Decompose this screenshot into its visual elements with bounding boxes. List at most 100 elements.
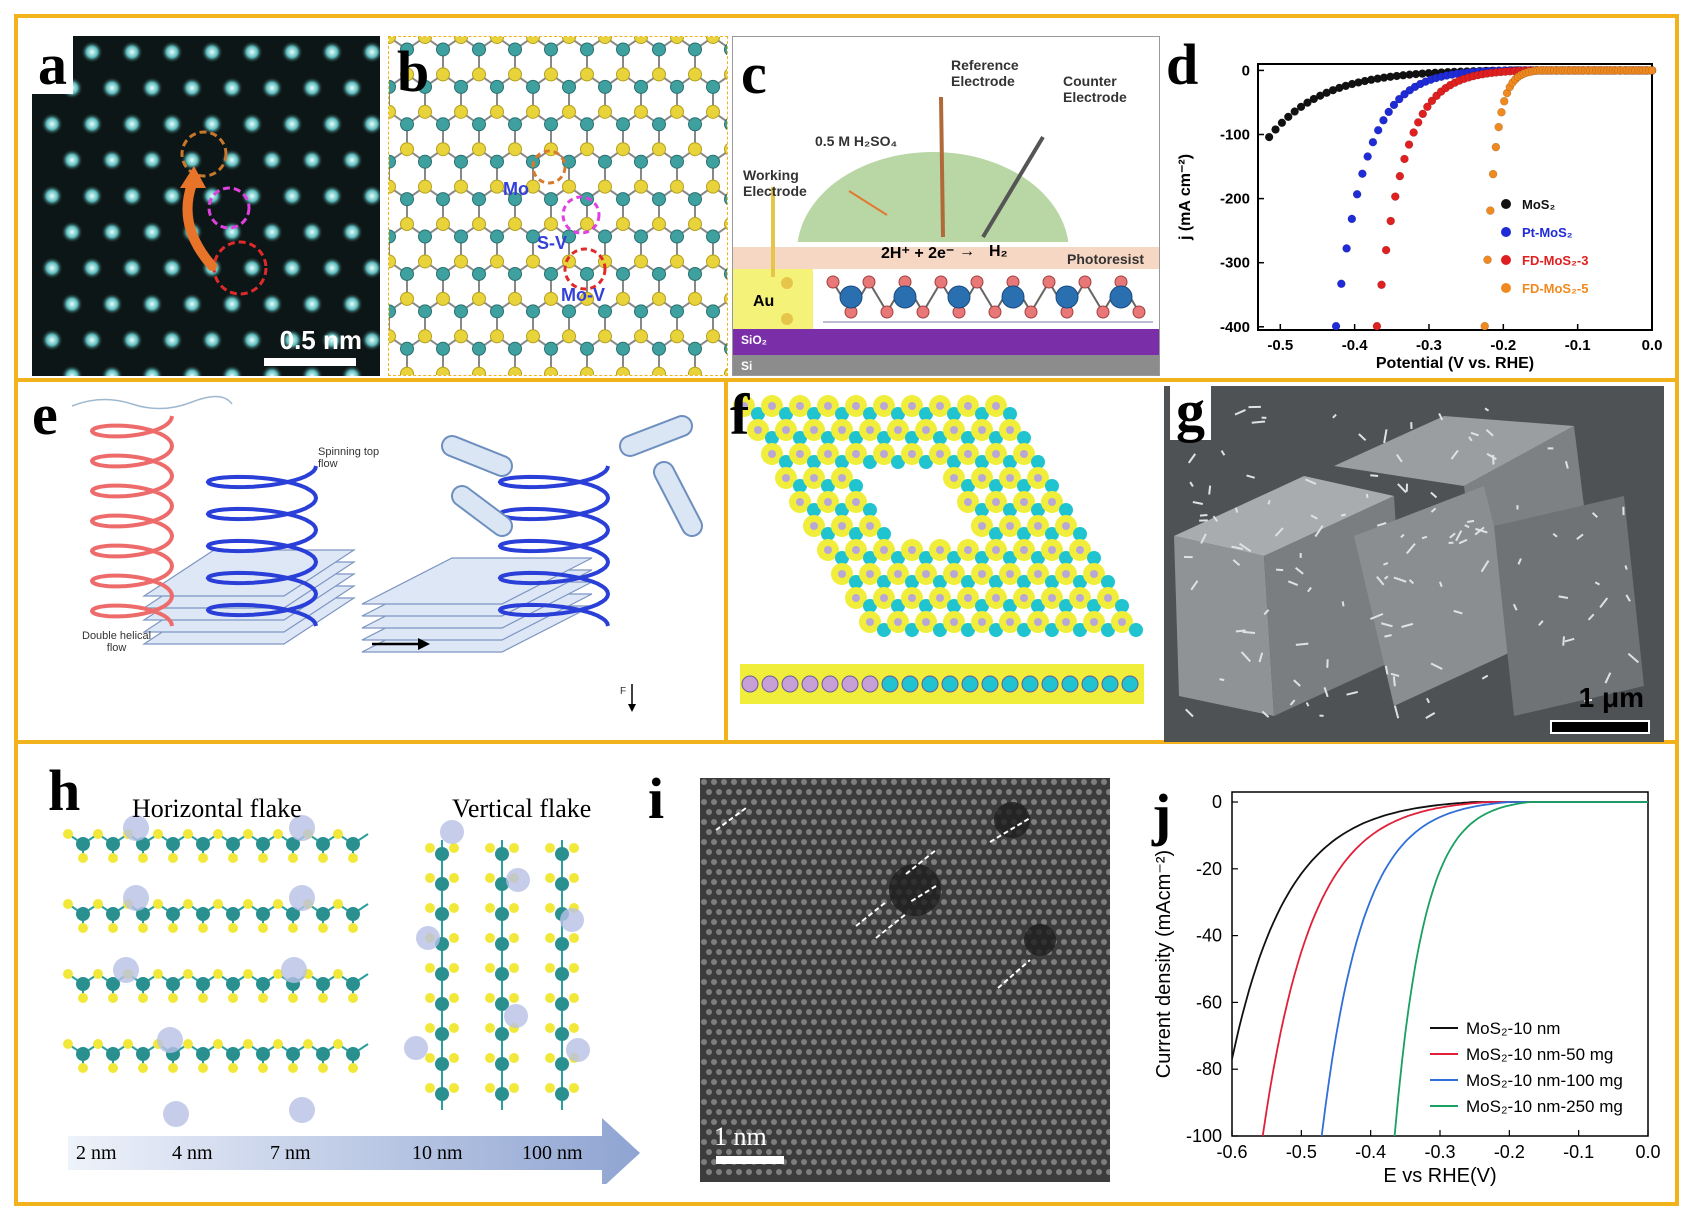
legend-label-d: Pt-MoS₂ — [1522, 225, 1573, 240]
data-point-d — [1271, 125, 1280, 134]
legend-label-j: MoS₂-10 nm-50 mg — [1466, 1045, 1613, 1064]
panel-i-label: i — [648, 766, 665, 831]
data-point-d — [1404, 140, 1414, 149]
panel-i-scalebar — [716, 1156, 784, 1164]
panel-h-schematic: h Horizontal flake Vertical flake 2 nm 4… — [32, 748, 662, 1184]
panel-d-chart: -0.5 -0.4 -0.3 -0.2 -0.1 0.0 0 -100 -200 -300 -400… — [1166, 36, 1664, 376]
data-point-d — [1331, 321, 1341, 331]
panel-g-scalebar-label: 1 μm — [1578, 682, 1644, 713]
data-point-d — [1394, 94, 1404, 104]
vertical-flake-label: Vertical flake — [452, 794, 592, 823]
series-d-2 — [1372, 66, 1657, 331]
data-point-d — [1400, 154, 1409, 164]
x-tick-label-d: -0.1 — [1565, 337, 1591, 354]
y-axis-label-d: j (mA cm⁻²) — [1177, 154, 1194, 241]
data-point-d — [1284, 112, 1293, 122]
panel-f-label: f — [730, 386, 750, 447]
data-point-d — [1413, 118, 1423, 127]
x-tick-label-d: -0.3 — [1416, 337, 1442, 354]
panel-g-label: g — [1170, 386, 1211, 440]
sio2-label: SiO₂ — [741, 333, 768, 347]
y-tick-label-d: -300 — [1220, 255, 1250, 272]
panel-e-label: e — [32, 386, 58, 447]
data-point-d — [1488, 169, 1498, 179]
data-point-d — [1368, 137, 1378, 147]
reaction-left: 2H⁺ + 2e⁻ — [881, 245, 955, 262]
data-point-d — [1347, 214, 1357, 224]
panel-d-label: d — [1166, 36, 1199, 97]
legend-label-d: MoS₂ — [1522, 197, 1555, 212]
panel-c-label: c — [741, 41, 767, 106]
y-tick-label-d: -100 — [1220, 127, 1250, 144]
panel-e-schematic: e Spinning top flow Double helical flow … — [32, 386, 720, 736]
x-axis-label-d: Potential (V vs. RHE) — [1376, 355, 1534, 372]
y-tick-label-d: -400 — [1220, 319, 1250, 336]
double-helical-label: Double helical flow — [82, 630, 152, 654]
data-point-d — [1647, 66, 1657, 75]
panel-a-label: a — [32, 36, 73, 94]
data-point-d — [1497, 108, 1506, 117]
data-point-d — [1384, 107, 1393, 117]
x-tick-label-j: -0.2 — [1494, 1142, 1525, 1162]
x-tick-label-d: -0.5 — [1267, 337, 1293, 354]
counter-electrode-label: Counter Electrode — [1063, 73, 1127, 105]
scale-10nm: 10 nm — [412, 1142, 463, 1164]
panel-h-label: h — [48, 758, 81, 823]
working-electrode-label: Working Electrode — [743, 167, 807, 199]
y-tick-label-j: -40 — [1196, 926, 1222, 946]
legend-marker-d — [1501, 283, 1511, 293]
data-point-d — [1395, 171, 1405, 181]
panel-a-scalebar-label: 0.5 nm — [279, 325, 362, 355]
plot-frame-d — [1257, 63, 1653, 331]
reaction-right: H₂ — [989, 243, 1008, 260]
panel-f-structure: f — [730, 386, 1156, 736]
mo-label: Mo — [503, 179, 529, 199]
data-point-d — [1491, 142, 1501, 152]
series-j-0 — [1232, 801, 1648, 1060]
data-point-d — [1363, 152, 1372, 161]
data-point-d — [1342, 244, 1351, 253]
data-point-d — [1391, 192, 1400, 201]
divider-row2 — [14, 740, 1679, 744]
x-tick-label-j: -0.1 — [1563, 1142, 1594, 1162]
divider-row1 — [14, 378, 1679, 382]
x-tick-label-j: -0.4 — [1355, 1142, 1386, 1162]
legend-marker-d — [1501, 199, 1511, 209]
force-label: F — [620, 686, 627, 697]
x-tick-label-j: 0.0 — [1635, 1142, 1660, 1162]
series-d-1 — [1331, 66, 1657, 331]
legend-marker-d — [1501, 227, 1511, 237]
data-point-d — [1372, 321, 1382, 331]
data-point-d — [1379, 115, 1388, 125]
data-point-d — [1486, 206, 1495, 215]
data-point-d — [1303, 98, 1312, 107]
panel-c-device: Reference Electrode Counter Electrode 0.… — [732, 36, 1160, 376]
data-point-d — [1418, 109, 1428, 119]
legend-label-j: MoS₂-10 nm — [1466, 1019, 1560, 1038]
panel-i-stem-image: 1 nm — [700, 778, 1110, 1182]
data-point-d — [1500, 97, 1509, 106]
y-tick-label-j: -100 — [1186, 1126, 1222, 1146]
data-point-d — [1296, 102, 1306, 112]
data-point-d — [1290, 107, 1299, 116]
mov-label: Mo-V — [561, 285, 605, 305]
data-point-d — [1277, 118, 1287, 128]
data-point-d — [1377, 280, 1386, 290]
data-point-d — [1483, 255, 1492, 265]
data-point-d — [1386, 216, 1395, 226]
data-point-d — [1309, 94, 1319, 104]
y-tick-label-j: -60 — [1196, 992, 1222, 1012]
reference-electrode-label: Reference Electrode — [951, 57, 1019, 89]
panel-j-chart: -0.6 -0.5 -0.4 -0.3 -0.2 -0.1 0.0 0 -20 -40 -60 -80… — [1140, 756, 1670, 1196]
divider-e-f — [724, 378, 728, 744]
series-d-3 — [1480, 66, 1657, 331]
panel-a-scalebar — [264, 358, 356, 366]
data-point-d — [1337, 279, 1346, 289]
si-label: Si — [741, 359, 753, 373]
panel-a-stem-image: a 0.5 nm — [32, 36, 380, 376]
photoresist-label: Photoresist — [1067, 251, 1145, 267]
panel-g-scalebar — [1550, 720, 1650, 734]
x-tick-label-d: -0.4 — [1342, 337, 1369, 354]
data-point-d — [1373, 125, 1383, 135]
y-tick-label-d: -200 — [1220, 191, 1250, 208]
